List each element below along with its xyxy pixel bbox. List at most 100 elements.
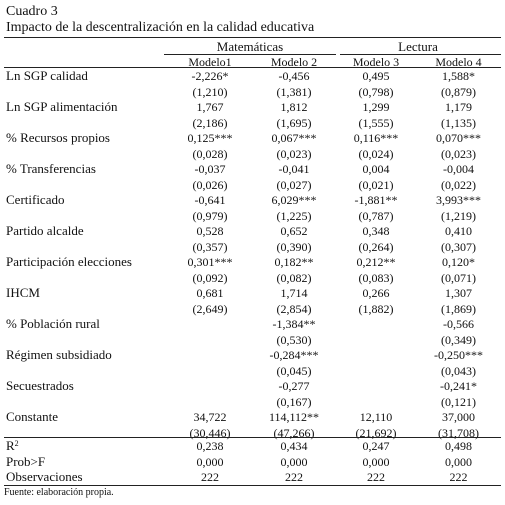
coef-cell: 0,067***: [271, 131, 317, 145]
stat-label-text: R: [6, 438, 15, 453]
stat-cell: 0,000: [196, 455, 224, 469]
top-rule: [4, 37, 501, 38]
stat-label-text: Observaciones: [6, 469, 83, 484]
se-cell: (0,043): [441, 364, 476, 378]
coef-cell: -1,384**: [272, 317, 316, 331]
coef-cell: -0,456: [278, 69, 310, 83]
se-cell: (0,798): [358, 85, 394, 99]
coef-cell: 1,714: [280, 286, 308, 300]
se-cell: (0,082): [276, 271, 312, 285]
model-header-2: Modelo 2: [270, 55, 318, 69]
se-cell: (2,649): [192, 302, 228, 316]
se-cell: (1,135): [441, 116, 476, 130]
coef-cell: -0,284***: [269, 348, 319, 362]
row-label: Régimen subsidiado: [6, 347, 112, 362]
se-cell: (0,026): [192, 178, 228, 192]
se-cell: (0,357): [192, 240, 228, 254]
stat-cell: 222: [449, 470, 468, 484]
model-header-1: Modelo1: [188, 55, 232, 69]
stat-cell: 0,238: [196, 439, 224, 453]
coef-cell: 37,000: [442, 410, 475, 424]
stat-cell: 222: [285, 470, 303, 484]
se-cell: (0,307): [441, 240, 476, 254]
coef-cell: 0,070***: [436, 131, 481, 145]
se-cell: (1,869): [441, 302, 476, 316]
coef-cell: -0,241*: [440, 379, 477, 393]
se-cell: (0,028): [192, 147, 228, 161]
coef-cell: 1,588*: [442, 69, 475, 83]
row-label: % Población rural: [6, 316, 100, 331]
stat-cell: 0,247: [362, 439, 390, 453]
se-cell: (30,446): [189, 426, 231, 440]
coef-cell: 0,495: [362, 69, 390, 83]
group-underline-lectura: [340, 54, 501, 55]
row-label: IHCM: [6, 285, 40, 300]
se-cell: (0,021): [358, 178, 394, 192]
table-caption: Cuadro 3: [6, 4, 58, 19]
se-cell: (1,695): [276, 116, 312, 130]
row-label: Partido alcalde: [6, 223, 84, 238]
se-cell: (0,022): [441, 178, 476, 192]
se-cell: (0,027): [276, 178, 312, 192]
se-cell: (0,167): [276, 395, 312, 409]
model-header-3: Modelo 3: [352, 55, 400, 69]
se-cell: (2,854): [276, 302, 312, 316]
coef-cell: 0,410: [445, 224, 472, 238]
se-cell: (0,083): [358, 271, 394, 285]
se-cell: (1,381): [276, 85, 312, 99]
coef-cell: -1,881**: [354, 193, 398, 207]
table-source-note: Fuente: elaboración propia.: [4, 487, 114, 498]
coef-cell: -0,566: [443, 317, 474, 331]
coef-cell: 0,120*: [442, 255, 475, 269]
se-cell: (1,225): [276, 209, 312, 223]
se-cell: (0,349): [441, 333, 476, 347]
stat-label-superscript: 2: [14, 439, 19, 448]
header-rule: [4, 67, 501, 68]
coef-cell: 0,528: [196, 224, 224, 238]
row-label: Participación elecciones: [6, 254, 132, 269]
coef-cell: 12,110: [359, 410, 393, 424]
row-label: Certificado: [6, 192, 65, 207]
stat-label-text: Prob>F: [6, 454, 46, 469]
group-header-lectura: Lectura: [398, 39, 438, 54]
table-title: Impacto de la descentralización en la ca…: [6, 20, 315, 35]
se-cell: (0,264): [358, 240, 394, 254]
coef-cell: -2,226*: [191, 69, 229, 83]
model-header-4: Modelo 4: [435, 55, 482, 69]
coef-cell: 34,722: [193, 410, 227, 424]
row-label: Secuestrados: [6, 378, 74, 393]
coef-cell: 3,993***: [436, 193, 481, 207]
coef-cell: 0,116***: [353, 131, 399, 145]
row-label: Ln SGP alimentación: [6, 99, 118, 114]
bottom-rule: [4, 485, 501, 486]
stat-label: Prob>F: [6, 455, 45, 469]
group-header-matematicas: Matemáticas: [216, 39, 284, 54]
stat-cell: 0,498: [445, 439, 472, 453]
se-cell: (47,266): [273, 426, 315, 440]
se-cell: (0,023): [441, 147, 476, 161]
se-cell: (0,787): [358, 209, 394, 223]
coef-cell: 114,112**: [268, 410, 320, 424]
group-underline-matematicas: [164, 54, 336, 55]
stats-rule: [4, 437, 501, 438]
se-cell: (31,708): [438, 426, 479, 440]
stat-cell: 0,434: [280, 439, 308, 453]
stat-label: R2: [6, 439, 19, 453]
se-cell: (0,023): [276, 147, 312, 161]
se-cell: (1,210): [192, 85, 228, 99]
se-cell: (21,692): [355, 426, 397, 440]
se-cell: (0,045): [276, 364, 312, 378]
se-cell: (0,879): [441, 85, 476, 99]
row-label: Constante: [6, 409, 58, 424]
se-cell: (0,121): [441, 395, 476, 409]
stat-cell: 0,000: [445, 455, 472, 469]
coef-cell: 0,348: [362, 224, 390, 238]
coef-cell: 0,266: [362, 286, 390, 300]
coef-cell: 6,029***: [271, 193, 317, 207]
row-label: % Recursos propios: [6, 130, 110, 145]
se-cell: (2,186): [192, 116, 228, 130]
stat-label: Observaciones: [6, 470, 83, 484]
coef-cell: -0,004: [443, 162, 474, 176]
se-cell: (1,882): [358, 302, 394, 316]
